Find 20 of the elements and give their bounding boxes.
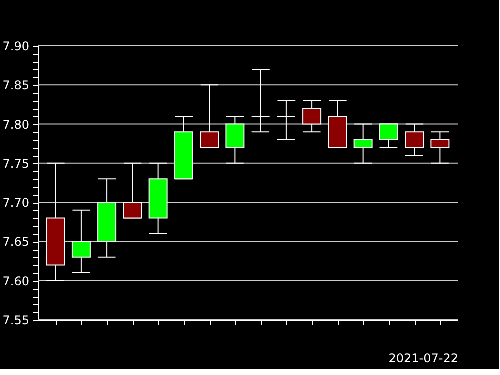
candlestick [379,124,398,148]
y-tick-label: 7.70 [2,196,30,210]
candlestick [354,124,373,164]
candlestick [276,100,296,140]
candlestick [72,210,91,274]
candlestick [430,132,450,164]
y-tick-label: 7.90 [2,40,30,54]
y-tick-label: 7.85 [2,78,30,93]
y-tick-label: 7.55 [2,314,30,328]
candlestick [226,116,245,164]
candlestick [302,100,322,133]
y-tick-label: 7.80 [2,118,30,132]
y-tick-label: 7.75 [2,156,30,171]
y-tick-label: 7.60 [2,274,30,288]
candlestick [123,162,142,219]
candlestick [405,124,424,156]
candlestick [200,84,220,148]
candlestick [251,68,270,133]
x-axis-title: 2021-07-22 [388,352,458,366]
y-tick-label: 7.65 [2,235,30,250]
